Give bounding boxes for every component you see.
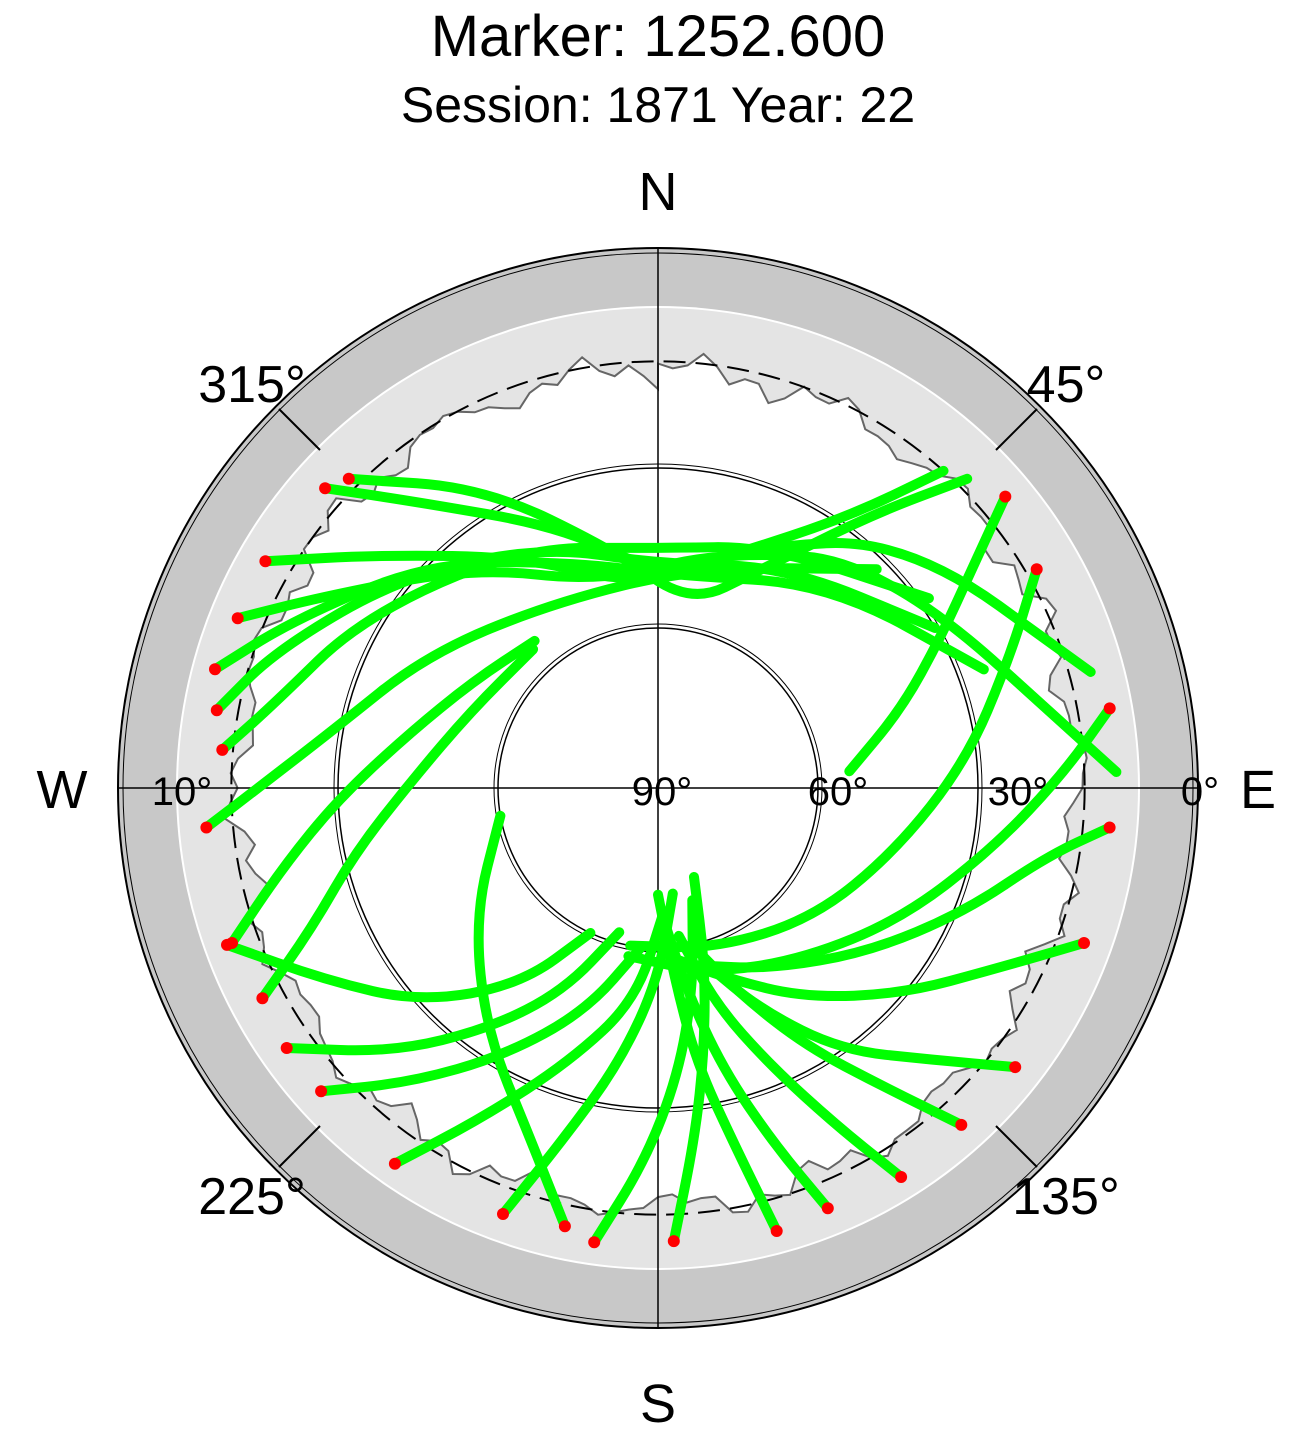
satellite-track: [699, 958, 1021, 1073]
chart-title: Marker: 1252.600: [430, 4, 886, 69]
track-endpoint: [1030, 563, 1043, 576]
elevation-mask-boundary: [223, 352, 1088, 1216]
satellite-track: [667, 938, 1089, 1002]
azimuth-label-315: 315°: [198, 356, 306, 414]
elevation-label-0: 0°: [1181, 770, 1219, 814]
satellite-track: [653, 889, 782, 1236]
satellite-track: [657, 910, 833, 1214]
track-endpoint: [497, 1208, 509, 1220]
track-endpoint: [821, 1202, 834, 1215]
track-endpoint: [200, 821, 213, 834]
compass-west: W: [37, 760, 88, 820]
satellite-track: [227, 635, 540, 948]
satellite-track: [589, 895, 698, 1248]
track-endpoint: [1103, 702, 1116, 715]
track-endpoint: [210, 704, 223, 717]
track-endpoint: [1009, 1061, 1022, 1074]
track-endpoint: [319, 482, 332, 495]
satellite-track: [343, 473, 973, 599]
satellite-track: [473, 810, 570, 1232]
satellite-track: [257, 644, 539, 1004]
track-endpoint: [342, 472, 355, 485]
azimuth-label-45: 45°: [1027, 356, 1106, 414]
compass-south: S: [640, 1374, 676, 1434]
track-endpoint: [226, 937, 238, 949]
compass-north: N: [639, 162, 678, 222]
track-endpoint: [256, 992, 269, 1005]
satellite-track: [623, 703, 1115, 975]
satellite-track: [281, 927, 625, 1056]
track-endpoint: [895, 1171, 908, 1183]
track-endpoint: [1078, 937, 1090, 949]
track-endpoint: [259, 555, 272, 568]
satellite-track: [201, 563, 882, 833]
elevation-label-30: 30°: [988, 770, 1049, 814]
satellite-track: [673, 930, 907, 1182]
track-endpoint: [1103, 821, 1116, 834]
track-endpoint: [955, 1118, 968, 1131]
azimuth-tick: [995, 408, 1038, 451]
track-endpoint: [770, 1225, 783, 1237]
satellite-tracks: [201, 465, 1122, 1248]
chart-subtitle: Session: 1871 Year: 22: [400, 77, 916, 133]
track-endpoint: [588, 1236, 601, 1249]
satellite-track: [498, 888, 678, 1219]
azimuth-tick: [278, 1125, 321, 1168]
satellite-track: [389, 910, 668, 1169]
track-endpoints: [200, 472, 1116, 1249]
satellite-track: [222, 928, 596, 1003]
track-endpoint: [231, 612, 244, 625]
azimuth-label-225: 225°: [198, 1168, 306, 1226]
track-endpoint: [209, 663, 221, 676]
elevation-label-10: 10°: [152, 770, 213, 814]
elevation-label-90: 90°: [632, 770, 693, 814]
elevation-label-60: 60°: [808, 770, 869, 814]
azimuth-tick: [995, 1125, 1038, 1168]
satellite-track: [210, 557, 989, 675]
satellite-track: [625, 564, 1042, 953]
compass-east: E: [1240, 760, 1276, 820]
track-endpoint: [667, 1235, 680, 1248]
track-endpoint: [999, 490, 1012, 503]
track-endpoint: [388, 1157, 401, 1170]
track-endpoint: [280, 1042, 293, 1054]
azimuth-label-135: 135°: [1012, 1168, 1120, 1226]
track-endpoint: [558, 1220, 571, 1233]
track-endpoint: [315, 1085, 328, 1098]
azimuth-tick: [278, 408, 321, 451]
track-endpoint: [216, 743, 229, 756]
satellite-track: [844, 491, 1011, 777]
satellite-track: [217, 542, 934, 755]
